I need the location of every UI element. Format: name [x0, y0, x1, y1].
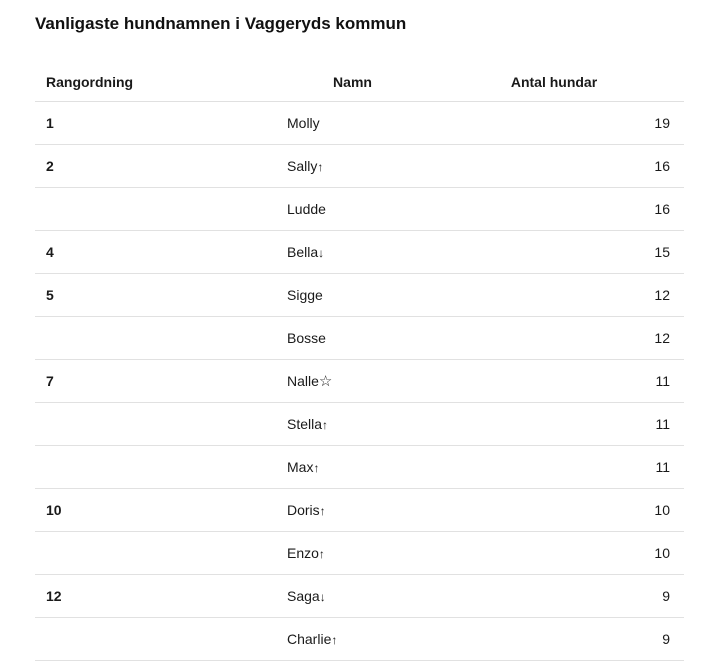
- count-cell: 16: [454, 144, 684, 188]
- dog-name: Doris: [287, 502, 320, 518]
- name-cell: Nalle☆: [251, 359, 454, 403]
- rank-cell: [35, 316, 251, 360]
- dog-name: Nalle: [287, 373, 319, 389]
- name-cell: Sigge: [251, 273, 454, 317]
- column-header-name: Namn: [251, 63, 454, 102]
- count-cell: 12: [454, 273, 684, 317]
- dog-name: Sigge: [287, 287, 323, 303]
- name-cell: Enzo↑: [251, 531, 454, 575]
- table-header: Rangordning Namn Antal hundar: [35, 63, 684, 102]
- table-row: Stella↑ 11: [35, 402, 684, 446]
- count-cell: 11: [454, 445, 684, 489]
- name-cell: Max↑: [251, 445, 454, 489]
- table-row: Enzo↑ 10: [35, 531, 684, 575]
- rank-cell: [35, 445, 251, 489]
- table-row: 7 Nalle☆ 11: [35, 359, 684, 403]
- dog-name: Molly: [287, 115, 320, 131]
- table-row: 4 Bella↓ 15: [35, 230, 684, 274]
- table-row: 1 Molly 19: [35, 101, 684, 145]
- trend-up-icon: ↑: [313, 461, 320, 475]
- name-cell: Bella↓: [251, 230, 454, 274]
- count-cell: 11: [454, 402, 684, 446]
- dog-name: Saga: [287, 588, 320, 604]
- rank-cell: 5: [35, 273, 251, 317]
- count-cell: 12: [454, 316, 684, 360]
- table-row: 5 Sigge 12: [35, 273, 684, 317]
- star-icon: ☆: [318, 373, 333, 390]
- dog-name: Enzo: [287, 545, 319, 561]
- table-row: Bosse 12: [35, 316, 684, 360]
- trend-up-icon: ↑: [319, 504, 326, 518]
- dog-name: Stella: [287, 416, 323, 432]
- count-cell: 9: [454, 574, 684, 618]
- dog-names-table: Rangordning Namn Antal hundar 1 Molly 19 2 S…: [35, 63, 684, 661]
- rank-cell: 7: [35, 359, 251, 403]
- rank-cell: 2: [35, 144, 251, 188]
- count-cell: 16: [454, 187, 684, 231]
- rank-cell: [35, 187, 251, 231]
- dog-name: Sally: [287, 158, 318, 174]
- table-row: 12 Saga↓ 9: [35, 574, 684, 618]
- rank-cell: [35, 402, 251, 446]
- count-cell: 10: [454, 488, 684, 532]
- trend-up-icon: ↑: [331, 633, 338, 647]
- name-cell: Stella↑: [251, 402, 454, 446]
- trend-up-icon: ↑: [317, 160, 324, 174]
- table-row: Max↑ 11: [35, 445, 684, 489]
- dog-name: Ludde: [287, 201, 326, 217]
- name-cell: Sally↑: [251, 144, 454, 188]
- rank-cell: [35, 617, 251, 661]
- name-cell: Molly: [251, 101, 454, 145]
- count-cell: 15: [454, 230, 684, 274]
- dog-name: Max: [287, 459, 314, 475]
- rank-cell: 4: [35, 230, 251, 274]
- count-cell: 19: [454, 101, 684, 145]
- table-row: 10 Doris↑ 10: [35, 488, 684, 532]
- name-cell: Charlie↑: [251, 617, 454, 661]
- table-row: 2 Sally↑ 16: [35, 144, 684, 188]
- name-cell: Bosse: [251, 316, 454, 360]
- table-header-row: Rangordning Namn Antal hundar: [35, 63, 684, 102]
- table-row: Ludde 16: [35, 187, 684, 231]
- rank-cell: 10: [35, 488, 251, 532]
- name-cell: Saga↓: [251, 574, 454, 618]
- column-header-rank: Rangordning: [35, 63, 251, 102]
- dog-name: Bosse: [287, 330, 326, 346]
- name-cell: Ludde: [251, 187, 454, 231]
- trend-up-icon: ↑: [322, 418, 329, 432]
- rank-cell: 12: [35, 574, 251, 618]
- trend-down-icon: ↓: [319, 590, 326, 604]
- rank-cell: [35, 531, 251, 575]
- trend-up-icon: ↑: [318, 547, 325, 561]
- table-row: Charlie↑ 9: [35, 617, 684, 661]
- column-header-count: Antal hundar: [454, 63, 684, 102]
- count-cell: 11: [454, 359, 684, 403]
- name-cell: Doris↑: [251, 488, 454, 532]
- rank-cell: 1: [35, 101, 251, 145]
- dog-name: Bella: [287, 244, 319, 260]
- table-body: 1 Molly 19 2 Sally↑ 16 Ludde 16 4 Bella↓ 15 5 Sigge 1…: [35, 101, 684, 661]
- trend-down-icon: ↓: [318, 246, 325, 260]
- page-title: Vanligaste hundnamnen i Vaggeryds kommun: [35, 14, 407, 33]
- count-cell: 10: [454, 531, 684, 575]
- dog-name: Charlie: [287, 631, 332, 647]
- count-cell: 9: [454, 617, 684, 661]
